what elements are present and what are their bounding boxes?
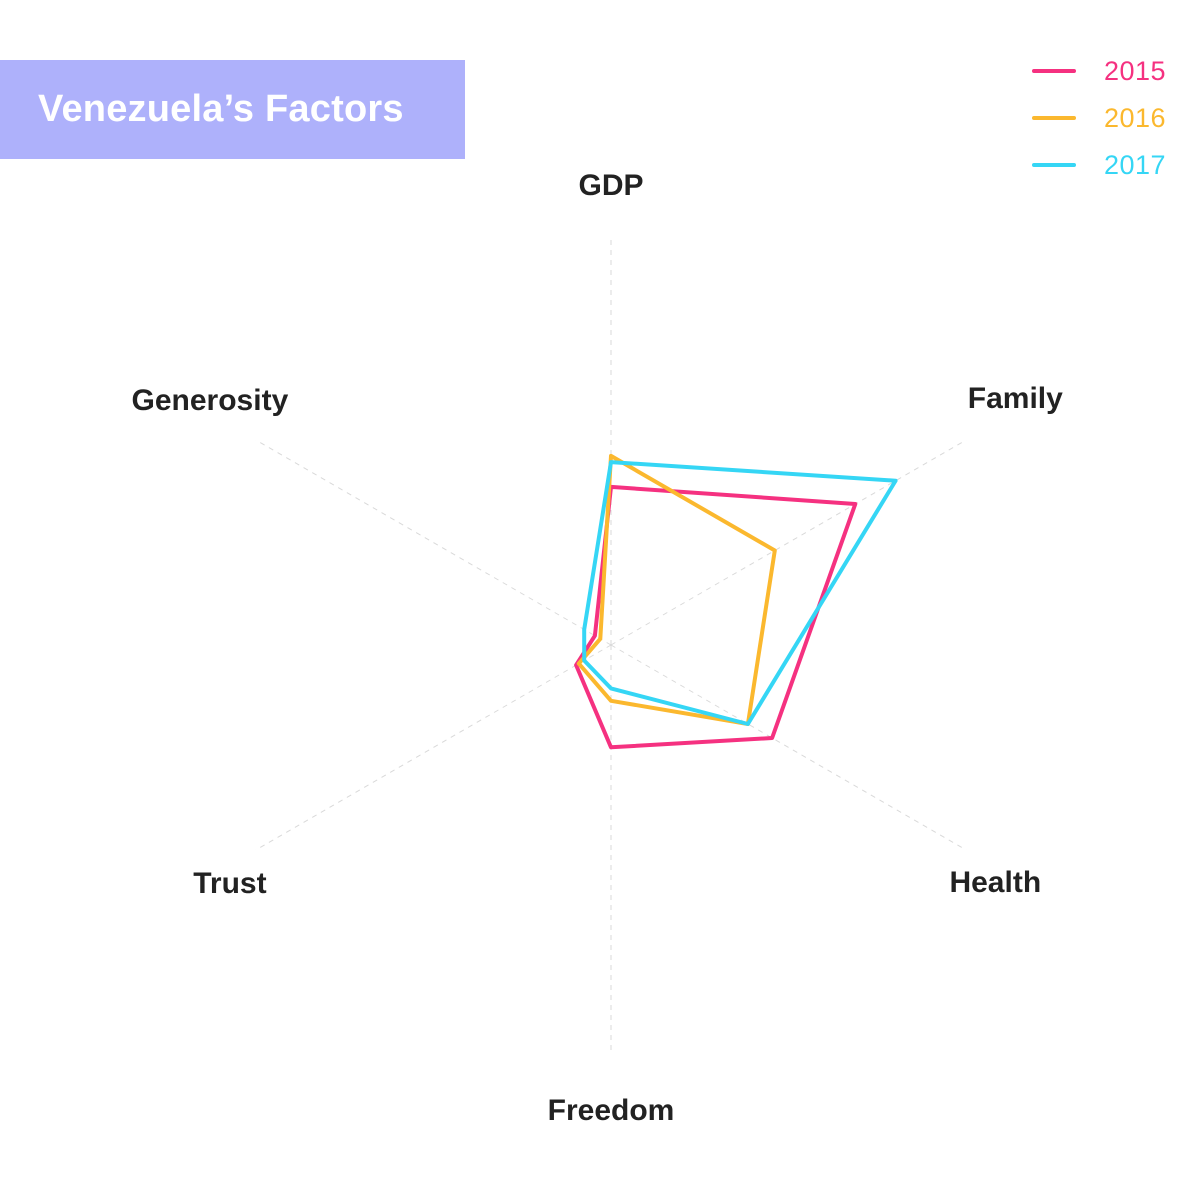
radar-spokes (255, 235, 967, 1055)
legend-label-2017: 2017 (1104, 150, 1167, 180)
axis-label-family: Family (968, 382, 1063, 415)
legend-item-2017[interactable]: 2017 (1030, 146, 1190, 193)
spoke-family (610, 439, 967, 646)
axis-label-trust: Trust (193, 867, 266, 900)
legend-item-2015[interactable]: 2015 (1030, 52, 1190, 99)
series-line-2015[interactable] (574, 484, 858, 750)
chart-title: Venezuela’s Factors (38, 88, 404, 130)
spoke-health (610, 644, 967, 851)
axis-label-freedom: Freedom (548, 1094, 675, 1127)
axis-label-health: Health (949, 866, 1041, 899)
legend-swatch-2015 (1032, 69, 1076, 73)
radar-axis-labels: GDP Family Health Freedom Trust Generosity (132, 169, 1064, 1127)
radar-series (574, 453, 898, 750)
legend-item-2016[interactable]: 2016 (1030, 99, 1190, 146)
legend-swatch-2017 (1032, 163, 1076, 167)
axis-label-generosity: Generosity (132, 384, 289, 417)
legend-label-2016: 2016 (1104, 103, 1167, 133)
axis-label-gdp: GDP (578, 169, 643, 202)
legend-swatch-2016 (1032, 116, 1076, 120)
series-line-2016[interactable] (576, 453, 777, 726)
series-line-2017[interactable] (582, 460, 898, 726)
chart-legend: 2015 2016 2017 (1030, 52, 1190, 193)
chart-title-banner: Venezuela’s Factors (0, 60, 465, 159)
legend-label-2015: 2015 (1104, 56, 1167, 86)
spoke-generosity (255, 439, 612, 646)
spoke-trust (255, 644, 612, 851)
